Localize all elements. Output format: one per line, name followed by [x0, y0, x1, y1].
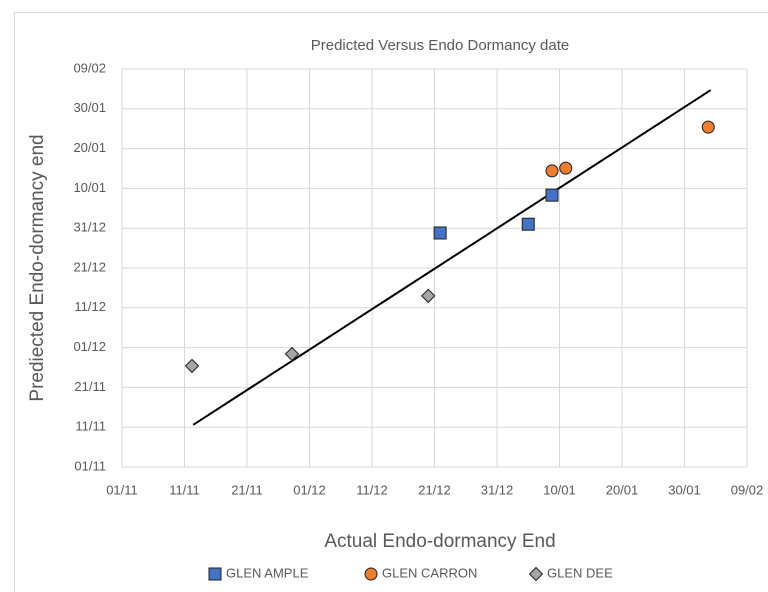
y-tick-label: 21/11: [74, 379, 106, 394]
legend-label: GLEN AMPLE: [226, 565, 309, 580]
y-tick-label: 01/11: [74, 458, 106, 473]
x-axis-title: Actual Endo-dormancy End: [324, 531, 555, 552]
legend-label: GLEN CARRON: [382, 565, 477, 580]
y-tick-label: 11/12: [74, 299, 106, 314]
data-point: [284, 346, 300, 362]
x-tick-label: 11/12: [356, 482, 388, 497]
x-tick-label: 21/11: [231, 482, 263, 497]
y-tick-label: 01/12: [73, 339, 106, 354]
x-tick-label: 11/11: [169, 482, 200, 497]
chart-title: Predicted Versus Endo Dormancy date: [311, 37, 569, 54]
x-tick-label: 21/12: [418, 482, 451, 497]
y-tick-label: 20/01: [73, 140, 106, 155]
y-tick-label: 10/01: [73, 180, 106, 195]
x-tick-label: 30/01: [668, 482, 701, 497]
y-tick-label: 09/02: [73, 60, 106, 75]
x-tick-label: 01/11: [106, 482, 138, 497]
y-tick-label: 30/01: [73, 100, 106, 115]
y-tick-label: 21/12: [73, 259, 106, 274]
legend-marker: [208, 567, 222, 581]
data-point: [184, 358, 200, 374]
trendline: [192, 89, 712, 426]
data-point: [701, 120, 715, 134]
data-point: [421, 288, 436, 304]
y-axis-title: Prediected Endo-dormancy end: [27, 134, 48, 401]
data-point: [545, 188, 559, 202]
x-tick-label: 01/12: [293, 482, 326, 497]
legend-marker: [364, 567, 378, 581]
data-point: [521, 217, 535, 231]
x-tick-label: 31/12: [481, 482, 514, 497]
y-tick-label: 11/11: [75, 419, 106, 434]
x-tick-label: 10/01: [543, 482, 576, 497]
legend-marker: [528, 566, 544, 582]
data-point: [545, 164, 559, 178]
y-tick-label: 31/12: [73, 220, 106, 235]
x-tick-label: 09/02: [731, 482, 764, 497]
data-point: [559, 161, 573, 175]
chart-frame: [14, 12, 768, 592]
data-point: [433, 226, 447, 240]
legend-label: GLEN DEE: [547, 565, 613, 580]
x-tick-label: 20/01: [606, 482, 639, 497]
